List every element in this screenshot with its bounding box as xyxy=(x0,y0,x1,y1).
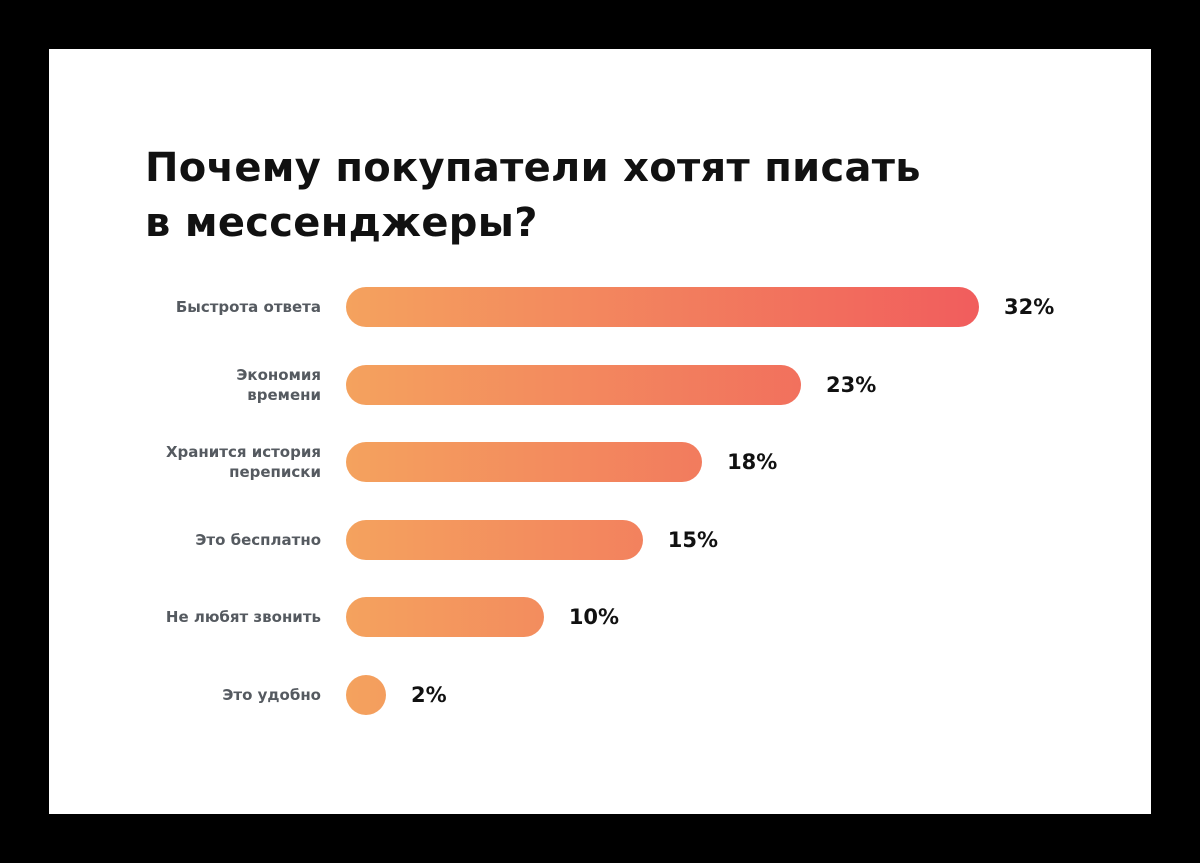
category-label: Это бесплатно xyxy=(101,530,321,550)
bar-chart: Быстрота ответа 32% Экономия времени 23% Хран… xyxy=(49,49,1151,814)
category-label: Хранится история переписки xyxy=(101,442,321,482)
category-label: Быстрота ответа xyxy=(101,297,321,317)
value-label: 32% xyxy=(1004,295,1055,319)
category-label-line: Быстрота ответа xyxy=(175,298,321,316)
bar xyxy=(346,597,544,638)
value-label: 2% xyxy=(411,683,447,707)
category-label-line: Не любят звонить xyxy=(165,608,321,627)
category-label-line: Хранится история xyxy=(165,443,321,462)
category-label: Не любят звонить xyxy=(101,607,321,627)
value-label: 23% xyxy=(825,372,877,397)
category-label: Это удобно xyxy=(101,685,321,705)
value-label: 18% xyxy=(727,450,778,475)
chart-title-line-2: в мессенджеры? xyxy=(145,200,538,246)
bar xyxy=(346,287,979,327)
category-label-line: переписки xyxy=(229,463,321,482)
category-label-line: времени xyxy=(247,385,321,404)
category-label-line: Экономия xyxy=(236,365,321,384)
chart-card: Почему покупатели хотят писать в мессенд… xyxy=(49,49,1151,814)
bar xyxy=(346,364,801,405)
chart-title: Почему покупатели хотят писать в мессенд… xyxy=(145,141,1045,251)
value-label: 15% xyxy=(667,527,718,552)
category-label: Экономия времени xyxy=(101,365,321,405)
bar xyxy=(346,519,643,560)
category-label-line: Это бесплатно xyxy=(195,530,321,549)
value-label: 10% xyxy=(568,605,620,630)
category-label-line: Это удобно xyxy=(222,686,321,704)
bar xyxy=(346,675,386,715)
bar xyxy=(346,442,703,483)
chart-title-line-1: Почему покупатели хотят писать xyxy=(145,145,921,191)
